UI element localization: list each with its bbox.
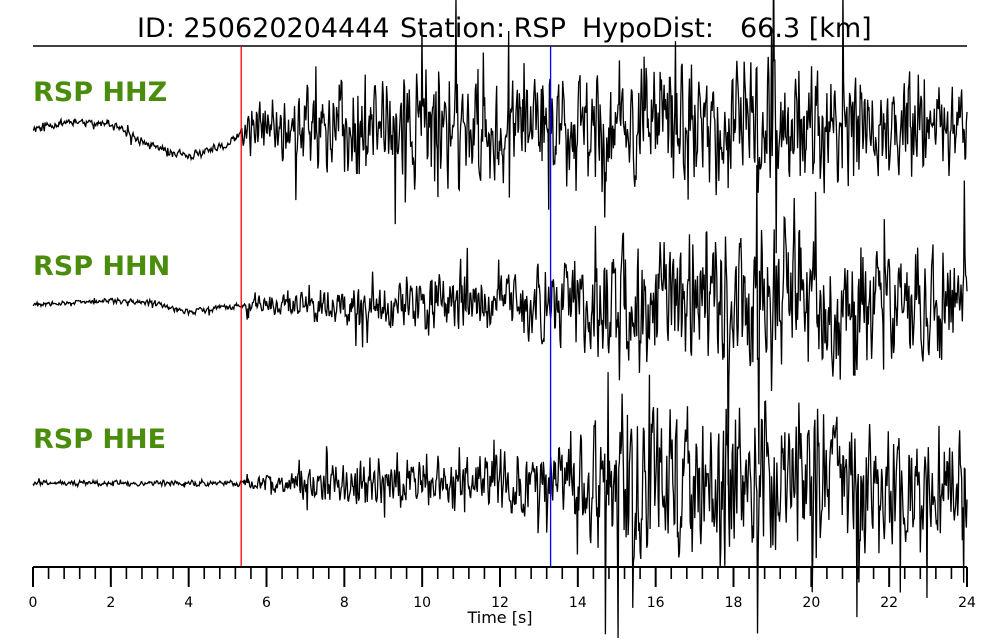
x-tick-label: 24 <box>958 595 976 611</box>
x-tick-label: 18 <box>725 595 743 611</box>
x-tick-label: 0 <box>29 595 38 611</box>
trace-label-hhn: RSP HHN <box>33 251 170 282</box>
waveform-hhn <box>32 164 968 486</box>
x-tick-label: 12 <box>491 595 509 611</box>
title-hypodist-value: 66.3 [km] <box>740 13 872 44</box>
x-tick-label: 20 <box>802 595 820 611</box>
trace-label-hhz: RSP HHZ <box>33 77 167 108</box>
title-hypodist-label: HypoDist: <box>582 13 714 44</box>
x-tick-label: 2 <box>106 595 115 611</box>
x-tick-label: 8 <box>340 595 349 611</box>
x-tick-label: 6 <box>262 595 271 611</box>
title-event-id: ID: 250620204444 <box>137 13 390 44</box>
waveform-hhz <box>32 0 968 254</box>
x-tick-label: 22 <box>880 595 898 611</box>
title-station: Station: RSP <box>400 13 566 44</box>
waveform-hhe <box>32 372 968 638</box>
trace-label-hhe: RSP HHE <box>33 424 166 455</box>
x-tick-label: 4 <box>184 595 193 611</box>
x-tick-label: 16 <box>647 595 665 611</box>
x-axis-label: Time [s] <box>466 608 532 627</box>
x-tick-label: 10 <box>413 595 431 611</box>
x-tick-label: 14 <box>569 595 587 611</box>
x-axis-ticks: 0 2 4 6 8 10 12 14 16 18 20 22 24 <box>29 567 976 611</box>
